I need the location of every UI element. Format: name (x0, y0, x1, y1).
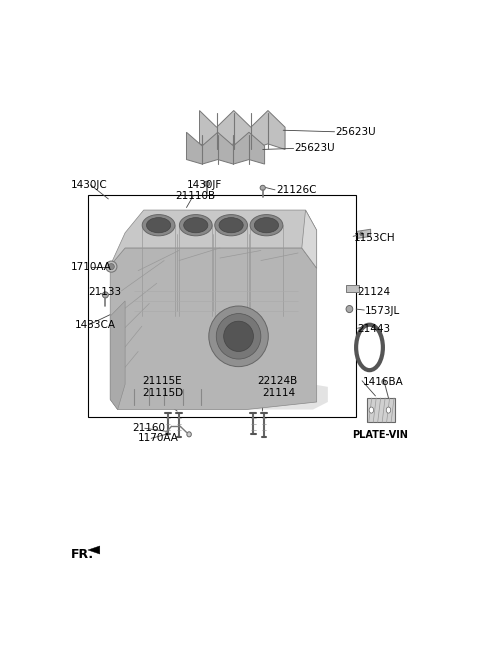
Bar (367, 398, 395, 422)
Ellipse shape (184, 218, 208, 233)
Polygon shape (358, 229, 371, 238)
Polygon shape (302, 210, 317, 268)
Bar (88, 195, 356, 417)
Bar (346, 285, 359, 293)
Text: 1433CA: 1433CA (75, 319, 116, 330)
Ellipse shape (142, 215, 175, 236)
Text: 1430JC: 1430JC (71, 180, 107, 190)
Ellipse shape (106, 261, 117, 272)
Polygon shape (186, 133, 264, 164)
Text: 1573JL: 1573JL (365, 306, 400, 316)
Ellipse shape (260, 185, 265, 190)
Polygon shape (118, 384, 328, 409)
Text: 1710AA: 1710AA (71, 262, 111, 272)
Ellipse shape (219, 218, 243, 233)
Text: 25623U: 25623U (335, 127, 376, 136)
Ellipse shape (224, 321, 253, 352)
Ellipse shape (215, 215, 248, 236)
Polygon shape (200, 111, 285, 150)
Text: 1416BA: 1416BA (363, 377, 404, 387)
Text: 21133: 21133 (88, 287, 121, 297)
Ellipse shape (209, 306, 268, 367)
Text: 21124: 21124 (358, 287, 391, 297)
Ellipse shape (146, 218, 171, 233)
Text: 21443: 21443 (358, 324, 391, 334)
Ellipse shape (346, 306, 353, 313)
Ellipse shape (382, 379, 385, 384)
Text: 22124B: 22124B (257, 376, 298, 386)
Text: 21115D: 21115D (142, 388, 183, 398)
Ellipse shape (102, 292, 108, 298)
Text: PLATE-VIN: PLATE-VIN (352, 430, 408, 440)
Polygon shape (110, 301, 125, 409)
Ellipse shape (180, 215, 212, 236)
Ellipse shape (254, 218, 278, 233)
Text: 21126C: 21126C (276, 185, 316, 195)
Text: 25623U: 25623U (294, 144, 335, 154)
Text: 21160: 21160 (132, 423, 166, 433)
Ellipse shape (369, 407, 373, 413)
Ellipse shape (187, 432, 192, 437)
Text: 1430JF: 1430JF (186, 180, 222, 190)
Text: 21110B: 21110B (175, 191, 216, 201)
Ellipse shape (108, 264, 114, 270)
Ellipse shape (386, 407, 391, 413)
Polygon shape (110, 248, 317, 409)
Polygon shape (88, 546, 100, 554)
Polygon shape (110, 210, 317, 268)
Ellipse shape (250, 215, 283, 236)
Ellipse shape (216, 314, 261, 359)
Text: 21114: 21114 (263, 388, 296, 398)
Text: FR.: FR. (71, 548, 94, 561)
Text: 1153CH: 1153CH (354, 233, 396, 243)
Text: 21115E: 21115E (142, 376, 181, 386)
Text: 1170AA: 1170AA (138, 434, 179, 443)
Ellipse shape (360, 232, 363, 236)
Ellipse shape (204, 181, 210, 186)
